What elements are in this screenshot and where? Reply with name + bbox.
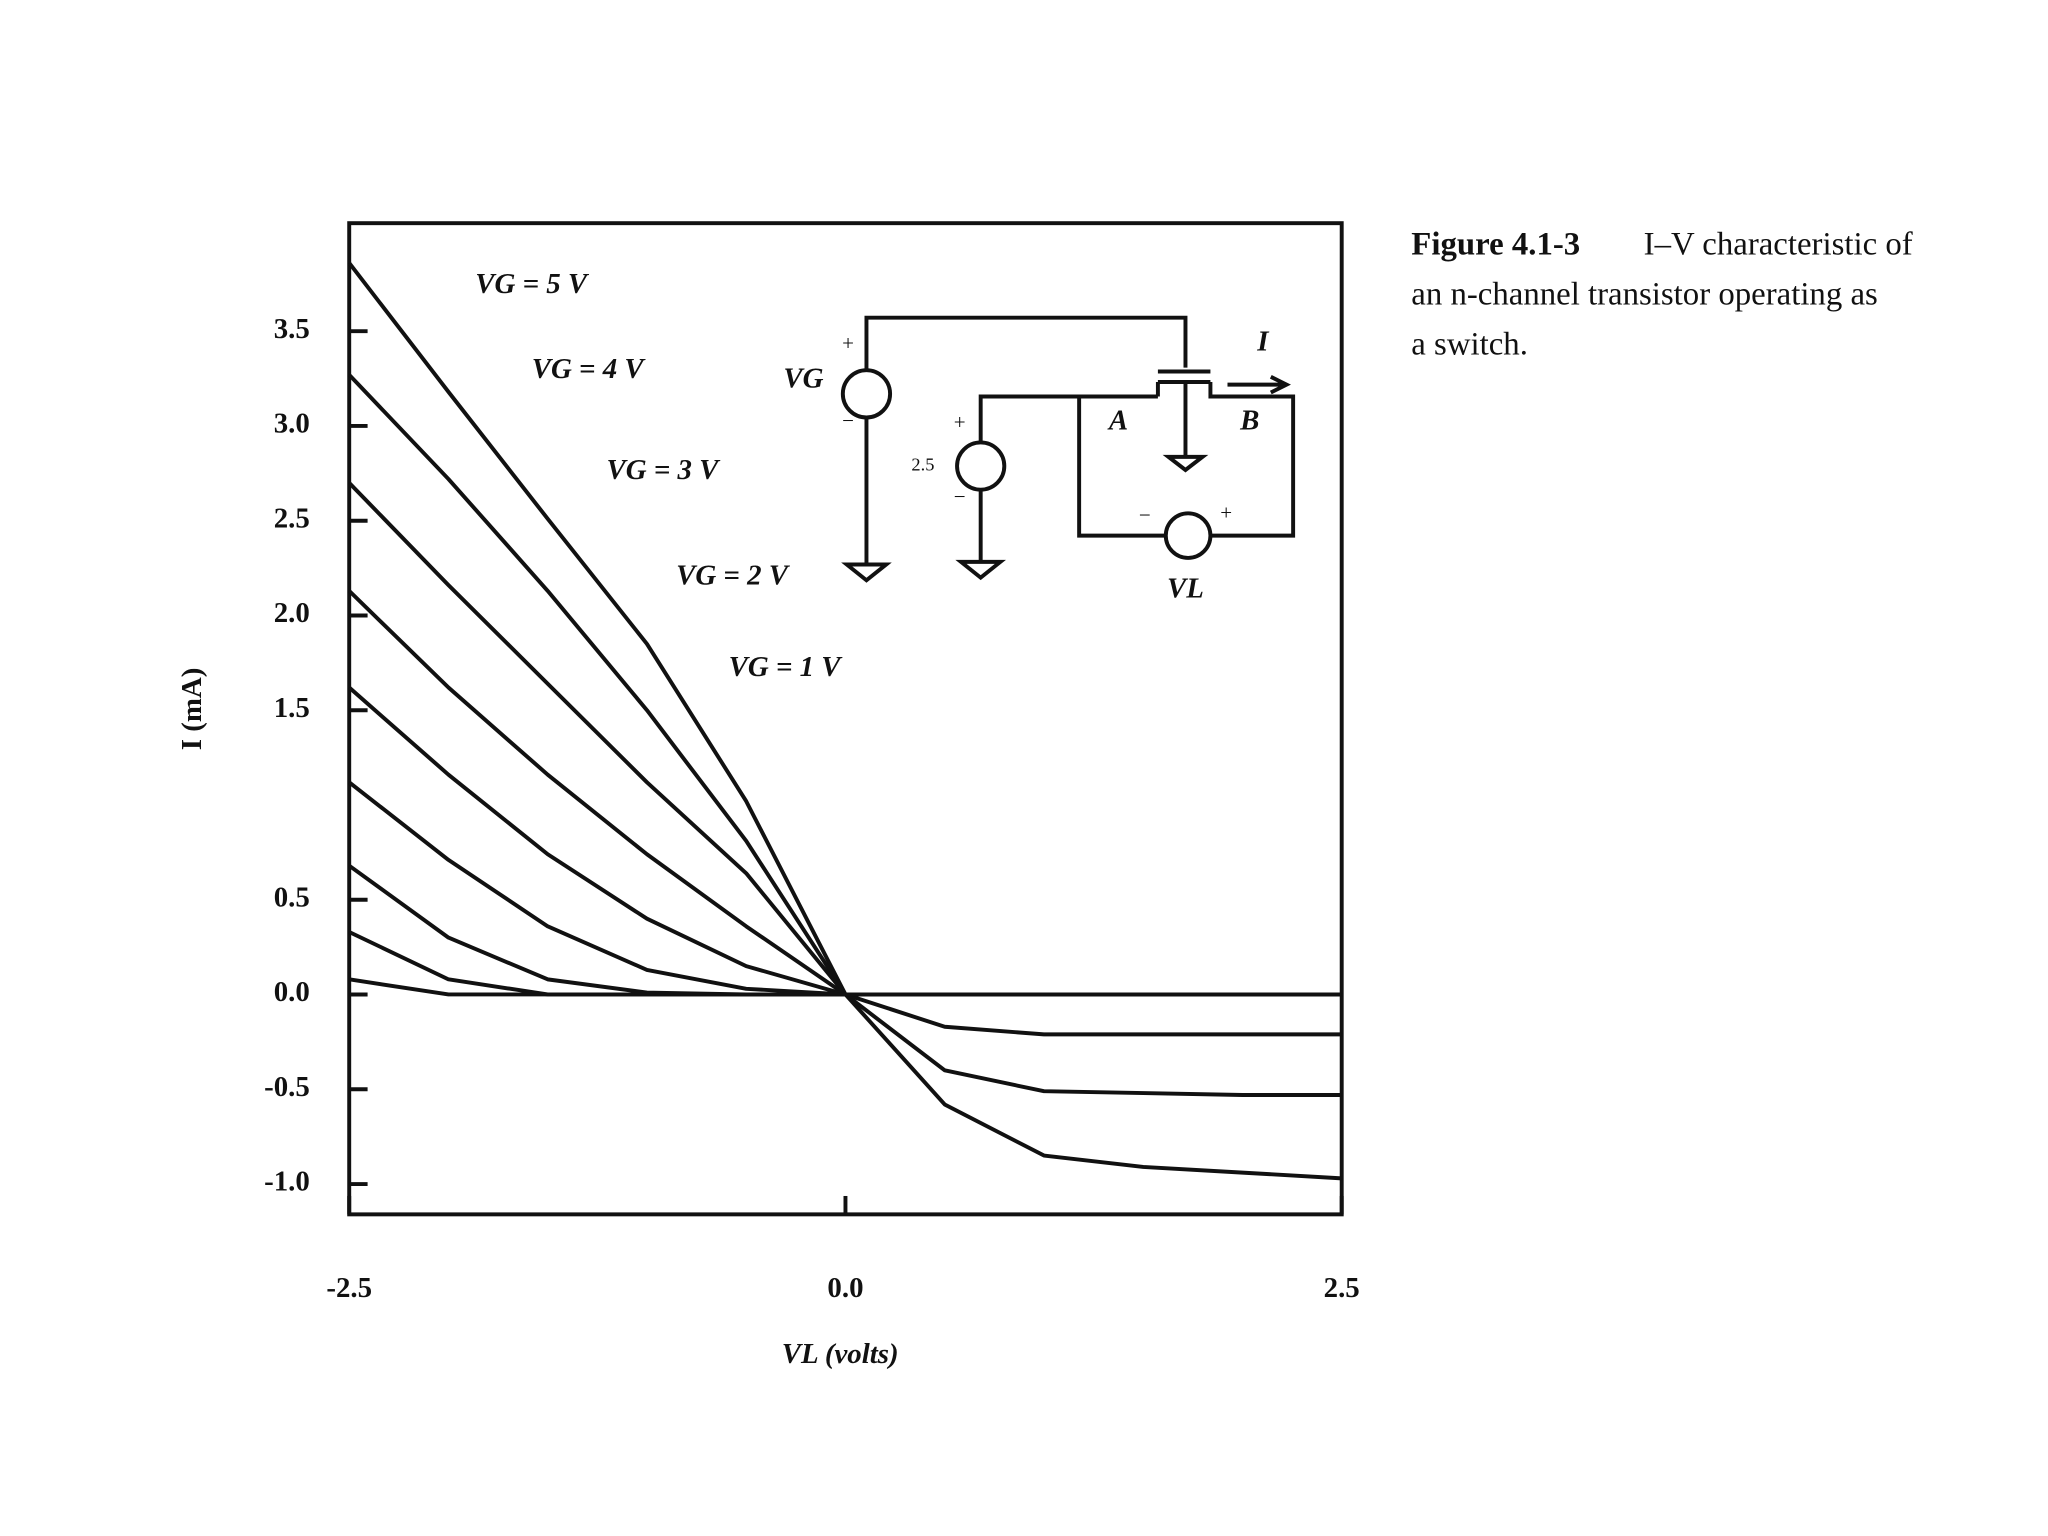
inset-label: VL xyxy=(1167,572,1204,604)
y-tick-label: 3.5 xyxy=(274,313,310,345)
x-tick-label: 2.5 xyxy=(1324,1272,1360,1304)
y-tick-label: 1.5 xyxy=(274,692,310,724)
inset-label: I xyxy=(1256,326,1270,358)
current-arrow xyxy=(1227,375,1291,395)
caption-line: I–V characteristic of xyxy=(1644,227,1913,263)
inset-label: 2.5 xyxy=(911,454,934,474)
y-tick-label: 3.0 xyxy=(274,408,310,440)
y-tick-label: -1.0 xyxy=(264,1166,310,1198)
caption-label: Figure 4.1-3 xyxy=(1411,227,1580,263)
y-tick-label: 2.0 xyxy=(274,597,310,629)
curve-label: VG = 3 V xyxy=(607,454,722,486)
y-tick-label: -0.5 xyxy=(264,1071,310,1103)
y-tick-label: 0.5 xyxy=(274,881,310,913)
curve xyxy=(348,977,1342,997)
caption-line: an n-channel transistor operating as xyxy=(1411,277,1878,313)
curve-label: VG = 4 V xyxy=(532,353,647,385)
sign: + xyxy=(842,331,854,355)
x-tick-label: 0.0 xyxy=(827,1272,863,1304)
curve-label: VG = 2 V xyxy=(676,559,791,591)
y-axis-label: I (mA) xyxy=(176,668,208,751)
inset-label: B xyxy=(1239,404,1259,436)
transistor xyxy=(1077,369,1296,538)
circuit-inset: VG 2.5 A B VL I + − + − − + xyxy=(783,315,1296,604)
sign: − xyxy=(954,485,966,509)
wire xyxy=(841,315,1188,583)
sign: + xyxy=(1220,500,1232,524)
y-tick-label: 0.0 xyxy=(274,976,310,1008)
sign: − xyxy=(1139,503,1151,527)
inset-label: A xyxy=(1107,404,1128,436)
curve-label: VG = 5 V xyxy=(475,268,590,300)
x-axis-label: VL (volts) xyxy=(782,1338,899,1370)
source-dc xyxy=(955,440,1007,492)
curve-label: VG = 1 V xyxy=(729,651,844,683)
curve xyxy=(347,589,1342,997)
sign: + xyxy=(954,410,966,434)
inset-label: VG xyxy=(783,362,823,394)
curve xyxy=(348,930,1342,997)
source-vl xyxy=(1163,511,1213,560)
wire xyxy=(955,394,1158,581)
x-tick-label: -2.5 xyxy=(326,1272,372,1304)
y-tick-label: 2.5 xyxy=(274,502,310,534)
caption-line: a switch. xyxy=(1411,326,1528,362)
curve xyxy=(348,864,1342,997)
sign: − xyxy=(842,409,854,433)
